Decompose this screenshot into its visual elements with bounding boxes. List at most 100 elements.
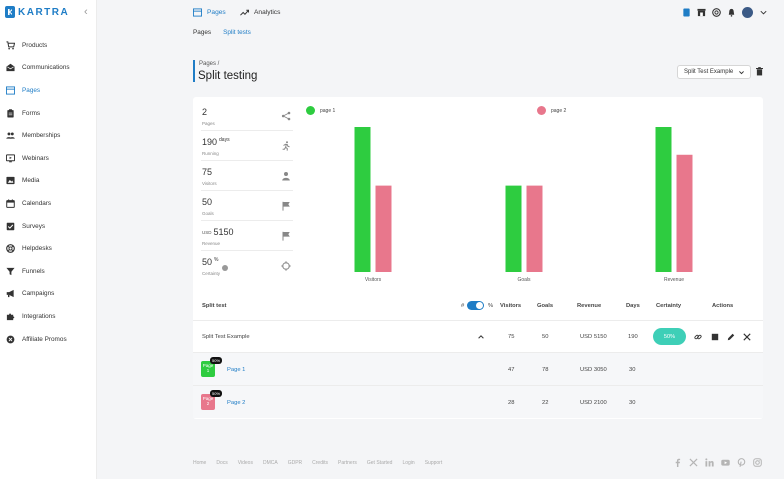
page-title: Split testing <box>198 70 258 82</box>
header-days[interactable]: Days <box>626 303 640 309</box>
breadcrumb[interactable]: Pages / <box>199 61 220 67</box>
link-icon[interactable] <box>694 333 702 341</box>
stop-icon[interactable] <box>711 333 719 341</box>
footer-link[interactable]: Home <box>193 460 207 466</box>
clipboard-icon <box>7 108 14 118</box>
percent-toggle[interactable] <box>467 301 484 310</box>
subtab-split-tests[interactable]: Split tests <box>223 29 251 36</box>
page-badge-line1: Page <box>202 396 214 402</box>
sidebar-item-label: Campaigns <box>22 290 55 298</box>
footer-link[interactable]: Support <box>424 460 443 466</box>
chevron-down-icon[interactable] <box>759 8 768 17</box>
table-row[interactable]: Page 2 50% Page 2 28 22 USD 2100 30 <box>193 385 763 418</box>
sidebar-item-forms[interactable]: Forms <box>0 102 97 125</box>
footer-link[interactable]: Partners <box>337 460 357 466</box>
header-percent: % <box>488 303 494 309</box>
edit-icon[interactable] <box>727 333 735 341</box>
sidebar-item-media[interactable]: Media <box>0 170 97 193</box>
sidebar-item-affiliate-promos[interactable]: Affiliate Promos <box>0 328 97 351</box>
help-circle-icon[interactable] <box>712 8 721 17</box>
stat-value-line: USD 5150 <box>202 227 234 237</box>
stat-certainty: 50% Certainty <box>201 251 293 281</box>
avatar[interactable] <box>742 7 753 18</box>
sidebar-item-surveys[interactable]: Surveys <box>0 215 97 238</box>
footer-link[interactable]: Credits <box>312 460 328 466</box>
stat-pages: 2 Pages <box>201 101 293 131</box>
x-twitter-icon[interactable] <box>689 458 698 467</box>
checkbox-icon <box>6 222 15 230</box>
flag-icon <box>282 201 290 211</box>
help-icon[interactable] <box>222 265 228 271</box>
certainty-badge-value: 50% <box>663 333 676 340</box>
row-revenue: USD 3050 <box>580 367 607 373</box>
pinterest-icon[interactable] <box>737 458 746 467</box>
sidebar-item-pages[interactable]: Pages <box>0 79 97 102</box>
stat-value: 50 <box>202 257 213 267</box>
footer-link[interactable]: GDPR <box>287 460 303 466</box>
header-actions: Actions <box>712 303 734 309</box>
page-link[interactable]: Page 1 <box>227 367 246 373</box>
row-days: 30 <box>629 400 636 406</box>
logo[interactable]: KARTRA <box>5 6 69 18</box>
row-goals: 50 <box>542 334 549 340</box>
sidebar-item-label: Helpdesks <box>22 245 52 253</box>
sidebar-item-campaigns[interactable]: Campaigns <box>0 283 97 306</box>
store-icon[interactable] <box>697 8 706 17</box>
header-split-test: Split test <box>202 303 227 309</box>
sidebar-item-integrations[interactable]: Integrations <box>0 305 97 328</box>
footer-link[interactable]: Login <box>402 460 415 466</box>
comparison-chart: page 1 page 2 Visitors Goals Revenue <box>297 101 763 285</box>
sidebar-item-label: Pages <box>22 86 41 94</box>
split-test-select[interactable]: Split Test Example <box>677 65 751 79</box>
runner-icon <box>282 141 290 151</box>
x-tick-label: Revenue <box>664 277 684 283</box>
share-icon <box>281 111 291 121</box>
trending-up-icon <box>240 9 249 16</box>
sidebar-nav: Products Communications Pages Forms Membersh… <box>0 34 97 350</box>
header-certainty[interactable]: Certainty <box>656 303 682 309</box>
linkedin-icon[interactable] <box>705 458 714 467</box>
top-tab-analytics[interactable]: Analytics <box>240 8 280 17</box>
delete-icon[interactable] <box>756 67 763 76</box>
sidebar-item-helpdesks[interactable]: Helpdesks <box>0 237 97 260</box>
document-icon[interactable] <box>682 8 691 17</box>
youtube-icon[interactable] <box>721 458 730 467</box>
header-goals[interactable]: Goals <box>537 303 554 309</box>
sidebar-item-memberships[interactable]: Memberships <box>0 124 97 147</box>
footer-link[interactable]: Get Started <box>366 460 393 466</box>
row-revenue: USD 5150 <box>580 334 607 340</box>
row-visitors: 28 <box>508 400 515 406</box>
row-goals: 22 <box>542 400 549 406</box>
close-icon[interactable] <box>743 333 751 341</box>
footer-link[interactable]: DMCA <box>262 460 278 466</box>
page-link[interactable]: Page 2 <box>227 400 246 406</box>
collapse-sidebar-icon[interactable]: ‹ <box>84 6 88 18</box>
monitor-icon <box>6 154 15 163</box>
facebook-icon[interactable] <box>673 458 682 467</box>
sidebar-item-webinars[interactable]: Webinars <box>0 147 97 170</box>
sidebar-item-communications[interactable]: Communications <box>0 57 97 80</box>
x-circle-icon <box>6 335 15 343</box>
bar-goals-series-1 <box>505 185 522 272</box>
bell-icon[interactable] <box>727 8 736 17</box>
header-visitors[interactable]: Visitors <box>500 303 522 309</box>
footer-link[interactable]: Docs <box>216 460 228 466</box>
sidebar-item-products[interactable]: Products <box>0 34 97 57</box>
funnel-icon <box>6 267 15 275</box>
instagram-icon[interactable] <box>753 458 762 467</box>
footer-link[interactable]: Videos <box>237 460 253 466</box>
topbar: Pages Analytics <box>97 0 784 26</box>
table-row[interactable]: Split Test Example 75 50 USD 5150 190 50… <box>193 320 763 352</box>
table-row[interactable]: Page 1 50% Page 1 47 78 USD 3050 30 <box>193 352 763 385</box>
sidebar-item-funnels[interactable]: Funnels <box>0 260 97 283</box>
people-icon <box>6 132 15 139</box>
bar-revenue-series-2 <box>676 154 693 272</box>
split-test-name[interactable]: Split Test Example <box>202 334 250 340</box>
top-tab-pages[interactable]: Pages <box>193 8 226 17</box>
header-revenue[interactable]: Revenue <box>577 303 602 309</box>
stat-label: Visitors <box>202 181 217 186</box>
sidebar-item-calendars[interactable]: Calendars <box>0 192 97 215</box>
sidebar-item-label: Funnels <box>22 267 45 275</box>
chevron-up-icon[interactable] <box>477 333 485 341</box>
subtab-pages[interactable]: Pages <box>193 29 212 36</box>
